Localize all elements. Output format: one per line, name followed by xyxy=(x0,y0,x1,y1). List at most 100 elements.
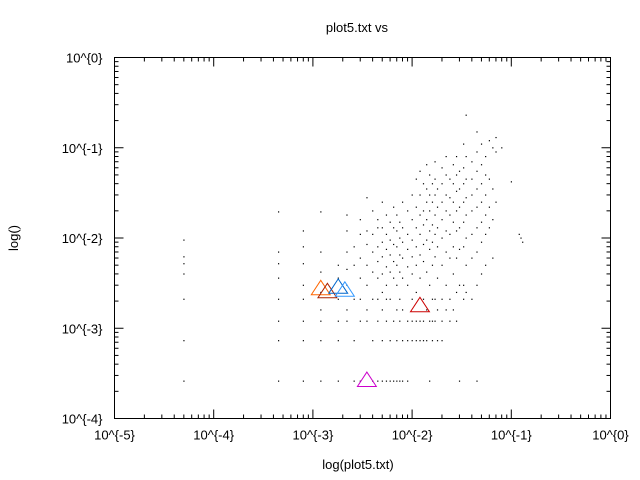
data-point xyxy=(389,239,391,241)
data-point xyxy=(449,214,451,216)
data-point xyxy=(465,197,467,199)
data-point xyxy=(429,194,431,196)
data-point xyxy=(393,206,395,208)
data-point xyxy=(426,271,428,273)
data-point xyxy=(441,298,443,300)
data-point xyxy=(372,271,374,273)
data-point xyxy=(434,214,436,216)
data-point xyxy=(480,201,483,203)
data-point xyxy=(381,241,383,243)
data-point xyxy=(441,320,443,322)
data-point xyxy=(372,251,374,253)
data-point xyxy=(422,243,425,246)
data-point xyxy=(463,221,465,223)
data-point xyxy=(458,170,461,172)
data-point xyxy=(476,188,478,190)
data-point xyxy=(436,340,439,342)
data-point xyxy=(431,320,434,322)
data-point xyxy=(465,291,467,294)
data-point xyxy=(429,380,431,382)
data-point xyxy=(476,227,478,229)
data-point xyxy=(485,264,487,266)
data-point xyxy=(441,219,443,221)
data-point xyxy=(411,298,413,300)
data-point xyxy=(422,320,425,322)
data-point xyxy=(407,284,409,286)
data-point xyxy=(359,298,361,300)
data-point xyxy=(434,320,436,322)
data-point xyxy=(480,221,483,223)
data-point xyxy=(465,214,467,216)
data-point xyxy=(407,320,409,322)
data-point xyxy=(401,309,404,311)
data-point xyxy=(436,309,439,311)
data-point xyxy=(480,143,483,145)
data-point xyxy=(277,251,280,253)
data-point xyxy=(458,248,461,250)
data-point xyxy=(399,271,401,273)
data-point xyxy=(401,241,404,243)
data-point xyxy=(320,340,322,342)
data-point xyxy=(346,268,348,270)
data-point xyxy=(411,239,413,241)
data-point xyxy=(495,151,497,153)
data-point xyxy=(372,210,374,212)
data-point xyxy=(426,188,428,190)
data-point xyxy=(407,340,409,342)
data-point xyxy=(434,194,436,196)
data-point xyxy=(407,266,409,268)
triangle-marker xyxy=(317,282,338,299)
data-point xyxy=(277,380,280,382)
data-point xyxy=(396,214,398,216)
data-point xyxy=(415,340,417,342)
data-point xyxy=(463,143,465,145)
data-point xyxy=(488,206,490,208)
data-point xyxy=(471,233,473,235)
data-point xyxy=(458,380,461,382)
data-point xyxy=(445,194,447,196)
data-point xyxy=(431,224,434,226)
data-point xyxy=(366,243,368,246)
data-point xyxy=(431,241,434,243)
data-point xyxy=(377,246,379,248)
data-point xyxy=(353,298,355,300)
data-point xyxy=(277,277,280,279)
y-tick-label: 10^{0} xyxy=(66,51,103,66)
data-point xyxy=(436,188,439,190)
data-point xyxy=(366,284,368,286)
data-point xyxy=(415,264,417,266)
data-point xyxy=(429,284,431,286)
data-point xyxy=(372,340,374,342)
data-point xyxy=(415,246,417,248)
data-point xyxy=(471,194,473,196)
data-point xyxy=(455,174,458,176)
data-point xyxy=(377,219,379,221)
data-point xyxy=(346,251,348,253)
data-point xyxy=(441,167,443,169)
data-point xyxy=(399,237,401,239)
data-point xyxy=(436,206,439,208)
data-point xyxy=(366,264,368,266)
data-point xyxy=(337,340,339,342)
data-point xyxy=(463,167,465,169)
triangle-marker xyxy=(409,296,431,313)
data-point xyxy=(426,340,428,342)
data-point xyxy=(302,298,304,300)
data-point xyxy=(353,380,355,382)
data-point xyxy=(434,178,436,180)
data-point xyxy=(485,155,487,158)
data-point xyxy=(320,271,322,273)
data-point xyxy=(419,194,421,196)
axis-ticks: 10^{-5} 10^{-4} 10^{-3} 10^{-2} 10^{-1} 10^{0… xyxy=(62,51,630,443)
data-point xyxy=(431,183,434,185)
data-point xyxy=(458,227,461,229)
data-point xyxy=(510,181,512,183)
data-point xyxy=(441,201,443,203)
data-point xyxy=(302,246,304,248)
y-tick-label: 10^{-4} xyxy=(62,412,103,427)
y-axis-label: log() xyxy=(6,225,21,251)
data-point xyxy=(320,211,322,213)
chart-title: plot5.txt vs xyxy=(326,20,389,35)
data-point xyxy=(419,214,421,216)
